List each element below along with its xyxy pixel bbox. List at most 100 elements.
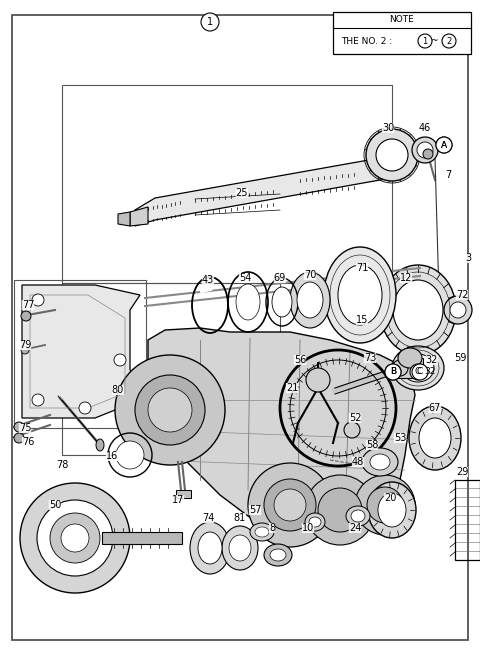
Text: 10: 10	[302, 523, 314, 533]
Ellipse shape	[378, 493, 406, 527]
Text: 52: 52	[349, 413, 361, 423]
Ellipse shape	[50, 513, 100, 563]
Ellipse shape	[367, 487, 403, 523]
Text: B: B	[390, 367, 396, 377]
Ellipse shape	[419, 418, 451, 458]
Circle shape	[442, 34, 456, 48]
Ellipse shape	[222, 526, 258, 570]
Ellipse shape	[368, 482, 416, 538]
Ellipse shape	[338, 265, 382, 325]
Ellipse shape	[21, 346, 29, 354]
Ellipse shape	[398, 348, 422, 368]
Ellipse shape	[306, 368, 330, 392]
Text: 16: 16	[106, 451, 118, 461]
Text: B: B	[390, 367, 396, 377]
Text: C: C	[415, 367, 421, 377]
Text: 24: 24	[349, 523, 361, 533]
Text: 29: 29	[456, 467, 468, 477]
Ellipse shape	[148, 388, 192, 432]
Text: 79: 79	[19, 340, 31, 350]
Ellipse shape	[37, 500, 113, 576]
Polygon shape	[135, 158, 392, 226]
Ellipse shape	[20, 483, 130, 593]
Polygon shape	[148, 328, 415, 538]
Ellipse shape	[412, 137, 438, 163]
Text: C: C	[417, 367, 423, 377]
Ellipse shape	[61, 524, 89, 552]
Text: 1: 1	[207, 17, 213, 27]
Text: 74: 74	[202, 513, 214, 523]
Ellipse shape	[297, 282, 323, 318]
Bar	[398, 358, 423, 378]
Ellipse shape	[79, 402, 91, 414]
Circle shape	[385, 364, 401, 380]
Text: 50: 50	[49, 500, 61, 510]
Ellipse shape	[402, 354, 434, 382]
Ellipse shape	[250, 523, 274, 541]
Text: 32: 32	[426, 355, 438, 365]
Ellipse shape	[409, 406, 461, 470]
Text: 56: 56	[294, 355, 306, 365]
Text: 32: 32	[424, 367, 436, 377]
Text: 1: 1	[422, 37, 428, 45]
Ellipse shape	[198, 532, 222, 564]
Polygon shape	[176, 490, 191, 498]
Text: 17: 17	[172, 495, 184, 505]
Text: 30: 30	[382, 123, 394, 133]
Text: 80: 80	[112, 385, 124, 395]
Text: A: A	[441, 141, 447, 149]
Text: 75: 75	[19, 423, 31, 433]
Text: 72: 72	[456, 290, 468, 300]
Text: 7: 7	[445, 170, 451, 180]
Text: 25: 25	[236, 188, 248, 198]
Text: 78: 78	[56, 460, 68, 470]
Text: 12: 12	[400, 273, 412, 283]
Circle shape	[385, 364, 401, 380]
Ellipse shape	[393, 280, 443, 340]
Circle shape	[410, 364, 426, 380]
Ellipse shape	[14, 422, 24, 432]
Ellipse shape	[116, 441, 144, 469]
Text: 3: 3	[465, 253, 471, 263]
Ellipse shape	[21, 311, 31, 321]
Text: THE NO. 2 :: THE NO. 2 :	[341, 37, 395, 45]
Text: 58: 58	[366, 440, 378, 450]
Ellipse shape	[14, 433, 24, 443]
Text: 20: 20	[384, 493, 396, 503]
Bar	[102, 532, 182, 544]
Ellipse shape	[376, 139, 408, 171]
Ellipse shape	[264, 544, 292, 566]
Text: 48: 48	[352, 457, 364, 467]
Text: 8: 8	[269, 523, 275, 533]
Ellipse shape	[114, 354, 126, 366]
Ellipse shape	[318, 488, 362, 532]
Ellipse shape	[96, 439, 104, 451]
Ellipse shape	[344, 422, 360, 438]
Ellipse shape	[115, 355, 225, 465]
Text: 70: 70	[304, 270, 316, 280]
Bar	[14, 280, 146, 428]
Ellipse shape	[274, 489, 306, 521]
Circle shape	[436, 137, 452, 153]
Text: 57: 57	[249, 505, 261, 515]
Text: 59: 59	[454, 353, 466, 363]
Text: 69: 69	[274, 273, 286, 283]
Text: NOTE: NOTE	[390, 16, 414, 24]
Ellipse shape	[309, 517, 321, 527]
Ellipse shape	[444, 296, 472, 324]
Text: 67: 67	[429, 403, 441, 413]
Ellipse shape	[255, 527, 269, 537]
Ellipse shape	[392, 360, 408, 376]
Ellipse shape	[135, 375, 205, 445]
Text: 71: 71	[356, 263, 368, 273]
Circle shape	[418, 34, 432, 48]
Bar	[62, 85, 392, 283]
Ellipse shape	[229, 535, 251, 561]
Bar	[333, 12, 471, 54]
Text: 21: 21	[286, 383, 298, 393]
Text: 15: 15	[356, 315, 368, 325]
Ellipse shape	[32, 394, 44, 406]
Ellipse shape	[346, 506, 370, 526]
Ellipse shape	[32, 294, 44, 306]
Ellipse shape	[264, 479, 316, 531]
